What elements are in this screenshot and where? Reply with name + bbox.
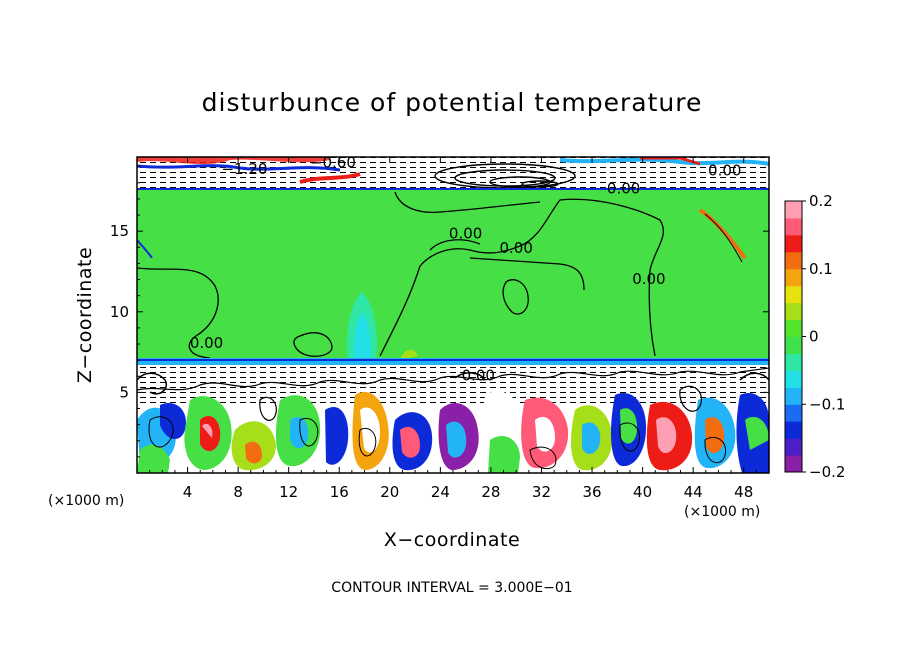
edge-contour-knot	[739, 372, 769, 381]
zero-contour	[137, 267, 219, 359]
y-axis-label: Z−coordinate	[74, 247, 96, 383]
colorbar-ticks: 0.2 0.1 0 −0.1 −0.2	[802, 192, 845, 481]
colorbar-tick-label: −0.1	[809, 395, 845, 413]
contour-label: 0.00	[708, 162, 741, 180]
x-tick-label: 4	[183, 483, 193, 501]
lower-layer	[137, 365, 769, 473]
x-tick-label: 28	[481, 483, 500, 501]
colorbar-segment	[785, 438, 802, 456]
x-tick-label: 12	[279, 483, 298, 501]
x-unit-left: (×1000 m)	[48, 493, 124, 509]
contour-label: 0.00	[499, 239, 532, 257]
x-tick-label: 48	[734, 483, 753, 501]
contour-interval-note: CONTOUR INTERVAL = 3.000E−01	[331, 580, 572, 596]
upper-color-streak-cyan	[559, 157, 769, 166]
right-edge-streak	[698, 208, 747, 260]
colorbar-segment	[785, 404, 802, 422]
upper-contour-cell	[521, 180, 559, 188]
contour-label: 0.00	[462, 366, 495, 384]
plot-area	[137, 157, 769, 473]
colorbar-segment	[785, 336, 802, 354]
edge-contour-knot	[137, 372, 167, 395]
colorbar-segment	[785, 268, 802, 287]
upper-color-streak-red	[299, 172, 361, 184]
contour-label: 0.00	[632, 270, 665, 288]
x-tick-label: 44	[684, 483, 703, 501]
contour-label: 0.00	[607, 179, 640, 197]
colorbar-segment	[785, 251, 802, 270]
colorbar-tick-label: 0.2	[809, 192, 833, 210]
zero-contour	[379, 198, 665, 357]
colorbar-segment	[785, 353, 802, 371]
upper-color-streak	[137, 157, 330, 165]
left-edge-streak	[137, 239, 153, 259]
colorbar-tick-label: 0.1	[809, 260, 833, 278]
colorbar-segment	[785, 455, 802, 473]
colorbar-segment	[785, 302, 802, 321]
contour-label: 0.00	[190, 334, 223, 352]
contour-labels: −1.20 −0.60 0.00 0.00 0.00 0.00 0.00 0.00 0.00	[190, 154, 742, 385]
x-tick-label: 40	[633, 483, 652, 501]
x-tick-label: 32	[532, 483, 551, 501]
zero-contour	[429, 239, 481, 251]
yellow-spot	[400, 349, 418, 360]
colorbar-segment	[785, 217, 802, 236]
x-tick-label: 24	[431, 483, 450, 501]
x-tick-label: 8	[233, 483, 243, 501]
contour-label: 0.00	[449, 225, 482, 243]
right-edge-streak	[704, 213, 743, 263]
colorbar-segment	[785, 421, 802, 439]
zero-contour	[394, 191, 541, 214]
y-tick-label: 5	[119, 383, 129, 401]
x-tick-label: 16	[330, 483, 349, 501]
chart-title: disturbunce of potential temperature	[202, 88, 703, 117]
cyan-plume-core	[353, 312, 371, 360]
contour-label: −0.60	[310, 154, 356, 172]
x-unit-right: (×1000 m)	[684, 504, 760, 520]
colorbar	[785, 201, 802, 473]
colorbar-segment	[785, 285, 802, 304]
x-axis-ticks: 4 8 12 16 20 24 28 32 36 40 44 48	[149, 157, 757, 501]
boundary-band	[137, 358, 769, 366]
colorbar-tick-label: −0.2	[809, 463, 845, 481]
contour-label: −1.20	[221, 160, 267, 178]
y-axis-ticks: 5 10 15	[110, 166, 769, 458]
colorbar-segment	[785, 319, 802, 337]
x-axis-label: X−coordinate	[384, 529, 520, 551]
colorbar-segment	[785, 201, 802, 219]
colorbar-segment	[785, 234, 802, 253]
colorbar-segment	[785, 370, 802, 388]
upper-color-streak-blue	[137, 164, 341, 172]
colorbar-segment	[785, 387, 802, 405]
x-tick-label: 20	[380, 483, 399, 501]
y-tick-label: 10	[110, 303, 129, 321]
zero-contour	[502, 279, 529, 315]
zero-contour	[293, 332, 333, 357]
colorbar-tick-label: 0	[809, 328, 819, 346]
x-tick-label: 36	[582, 483, 601, 501]
edge-contour-knot	[454, 372, 486, 381]
zero-contour	[469, 257, 585, 291]
y-tick-label: 15	[110, 222, 129, 240]
